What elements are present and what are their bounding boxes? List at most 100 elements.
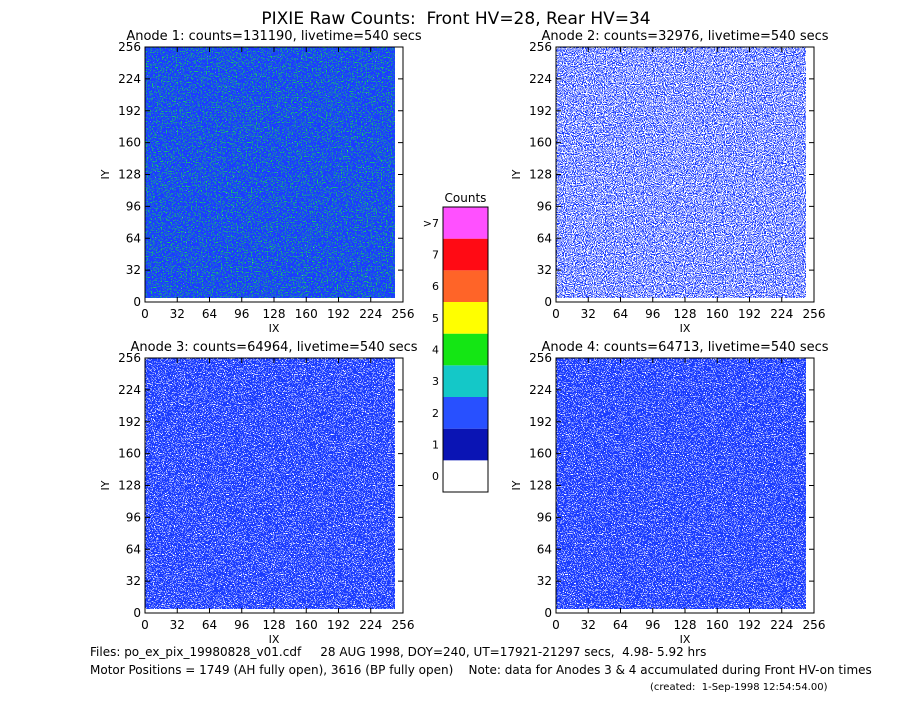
count-image (556, 358, 806, 609)
x-tick-label: 0 (141, 618, 149, 632)
x-tick-label: 128 (674, 307, 697, 321)
x-tick-label: 192 (738, 618, 761, 632)
x-tick-label: 96 (234, 618, 249, 632)
x-tick-label: 32 (170, 618, 185, 632)
y-tick-label: 224 (118, 383, 141, 397)
colorbar-label: 6 (432, 280, 439, 293)
x-tick-label: 0 (141, 307, 149, 321)
colorbar-label: 2 (432, 407, 439, 420)
y-tick-label: 32 (537, 263, 552, 277)
y-tick-label: 96 (537, 199, 552, 213)
panel-title: Anode 2: counts=32976, livetime=540 secs (541, 29, 828, 44)
x-tick-label: 224 (770, 307, 793, 321)
x-tick-label: 256 (803, 618, 826, 632)
x-axis-label: IX (269, 322, 280, 335)
y-tick-label: 224 (529, 72, 552, 86)
y-tick-label: 128 (529, 479, 552, 493)
y-tick-label: 64 (537, 542, 552, 556)
x-tick-label: 224 (359, 307, 382, 321)
y-tick-label: 0 (133, 295, 141, 309)
y-tick-label: 160 (118, 136, 141, 150)
y-tick-label: 32 (126, 263, 141, 277)
y-tick-label: 64 (126, 542, 141, 556)
y-tick-label: 32 (537, 574, 552, 588)
color-swatch (443, 238, 488, 271)
x-tick-label: 224 (359, 618, 382, 632)
x-tick-label: 64 (613, 618, 628, 632)
y-axis-label: IY (99, 480, 112, 490)
x-tick-label: 256 (803, 307, 826, 321)
colorbar-label: 3 (432, 375, 439, 388)
x-tick-label: 0 (552, 307, 560, 321)
figure-title: PIXIE Raw Counts: Front HV=28, Rear HV=3… (261, 9, 650, 29)
color-swatch (443, 397, 488, 429)
y-tick-label: 32 (126, 574, 141, 588)
y-tick-label: 160 (529, 136, 552, 150)
y-tick-label: 96 (126, 510, 141, 524)
y-tick-label: 128 (118, 479, 141, 493)
x-tick-label: 64 (202, 618, 217, 632)
y-tick-label: 96 (537, 510, 552, 524)
y-tick-label: 192 (118, 415, 141, 429)
x-tick-label: 32 (581, 307, 596, 321)
count-image (145, 358, 395, 609)
y-tick-label: 256 (529, 351, 552, 365)
y-tick-label: 0 (133, 606, 141, 620)
y-tick-label: 256 (118, 351, 141, 365)
y-tick-label: 96 (126, 199, 141, 213)
colorbar-label: 5 (432, 312, 439, 325)
panel-title: Anode 3: counts=64964, livetime=540 secs (130, 340, 417, 355)
y-tick-label: 192 (118, 104, 141, 118)
x-tick-label: 160 (295, 307, 318, 321)
colorbar-title: Counts (445, 191, 487, 205)
x-tick-label: 96 (234, 307, 249, 321)
x-tick-label: 128 (263, 618, 286, 632)
x-axis-label: IX (680, 633, 691, 646)
y-tick-label: 160 (529, 447, 552, 461)
x-tick-label: 224 (770, 618, 793, 632)
count-image (145, 47, 395, 298)
count-image (556, 47, 806, 298)
x-tick-label: 64 (613, 307, 628, 321)
y-tick-label: 64 (537, 231, 552, 245)
y-axis-label: IY (510, 480, 523, 490)
panel-title: Anode 1: counts=131190, livetime=540 sec… (126, 29, 422, 44)
x-tick-label: 96 (645, 618, 660, 632)
colorbar-frame (442, 206, 489, 493)
color-swatch (443, 270, 488, 302)
footer-files: Files: po_ex_pix_19980828_v01.cdf 28 AUG… (90, 645, 706, 659)
x-tick-label: 160 (706, 307, 729, 321)
x-tick-label: 192 (738, 307, 761, 321)
x-tick-label: 96 (645, 307, 660, 321)
y-tick-label: 0 (544, 295, 552, 309)
y-tick-label: 192 (529, 415, 552, 429)
x-tick-label: 256 (392, 307, 415, 321)
colorbar-label: 7 (432, 249, 439, 262)
x-tick-label: 0 (552, 618, 560, 632)
footer-created: (created: 1-Sep-1998 12:54:54.00) (650, 682, 828, 693)
footer-motor: Motor Positions = 1749 (AH fully open), … (90, 663, 872, 677)
y-axis-label: IY (99, 169, 112, 179)
y-tick-label: 64 (126, 231, 141, 245)
x-tick-label: 128 (674, 618, 697, 632)
x-tick-label: 64 (202, 307, 217, 321)
x-tick-label: 256 (392, 618, 415, 632)
y-tick-label: 0 (544, 606, 552, 620)
x-tick-label: 192 (327, 307, 350, 321)
x-tick-label: 192 (327, 618, 350, 632)
x-axis-label: IX (269, 633, 280, 646)
x-tick-label: 32 (581, 618, 596, 632)
panel-title: Anode 4: counts=64713, livetime=540 secs (541, 340, 828, 355)
colorbar-label: 4 (432, 344, 439, 357)
x-tick-label: 160 (706, 618, 729, 632)
colorbar-label: >7 (423, 217, 439, 230)
color-swatch (443, 333, 488, 366)
y-tick-label: 256 (529, 40, 552, 54)
y-axis-label: IY (510, 169, 523, 179)
y-tick-label: 224 (118, 72, 141, 86)
y-tick-label: 160 (118, 447, 141, 461)
x-tick-label: 32 (170, 307, 185, 321)
color-swatch (443, 460, 488, 492)
